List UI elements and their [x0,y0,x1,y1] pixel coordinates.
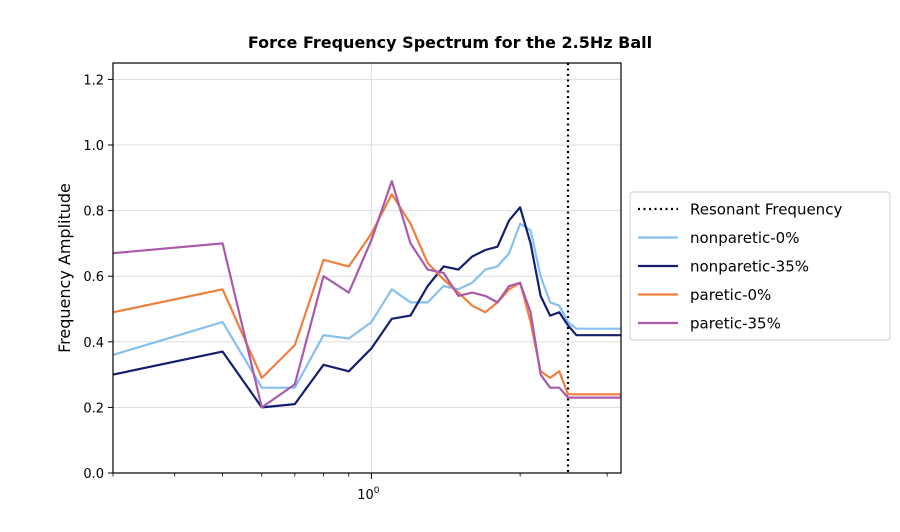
legend-box [629,191,891,341]
series-line-nonparetic-0- [112,222,621,389]
x-tick-label-exponent: 0 [374,486,380,496]
grid [113,63,621,474]
y-tick-label: 0.2 [83,401,104,416]
legend-label: paretic-0% [690,286,771,304]
series-group [112,180,621,409]
y-tick-label: 0.8 [83,205,104,220]
legend: Resonant Frequency nonparetic-0% nonpareti… [629,191,891,341]
y-tick-label: 0.6 [83,270,104,285]
x-axis: 100 [112,473,608,503]
x-tick-label: 100 [357,486,380,503]
plot-frame [112,62,622,474]
y-axis: 0.0 0.2 0.4 0.6 0.8 1.0 1.2 [83,73,113,482]
y-tick-label: 1.0 [83,139,104,154]
series-line-paretic-35- [112,180,621,409]
y-tick-label: 0.4 [83,336,104,351]
legend-label: nonparetic-35% [690,258,809,276]
x-tick-label-base: 10 [357,488,374,503]
chart-title: Force Frequency Spectrum for the 2.5Hz B… [248,33,652,52]
legend-label: Resonant Frequency [690,201,842,219]
legend-label: nonparetic-0% [690,229,799,247]
y-tick-label: 1.2 [83,73,104,88]
y-axis-label: Frequency Amplitude [55,183,74,353]
legend-label: paretic-35% [690,315,781,333]
series-line-nonparetic-35- [112,206,621,409]
series-line-paretic-0- [112,193,621,396]
y-tick-label: 0.0 [83,467,104,482]
